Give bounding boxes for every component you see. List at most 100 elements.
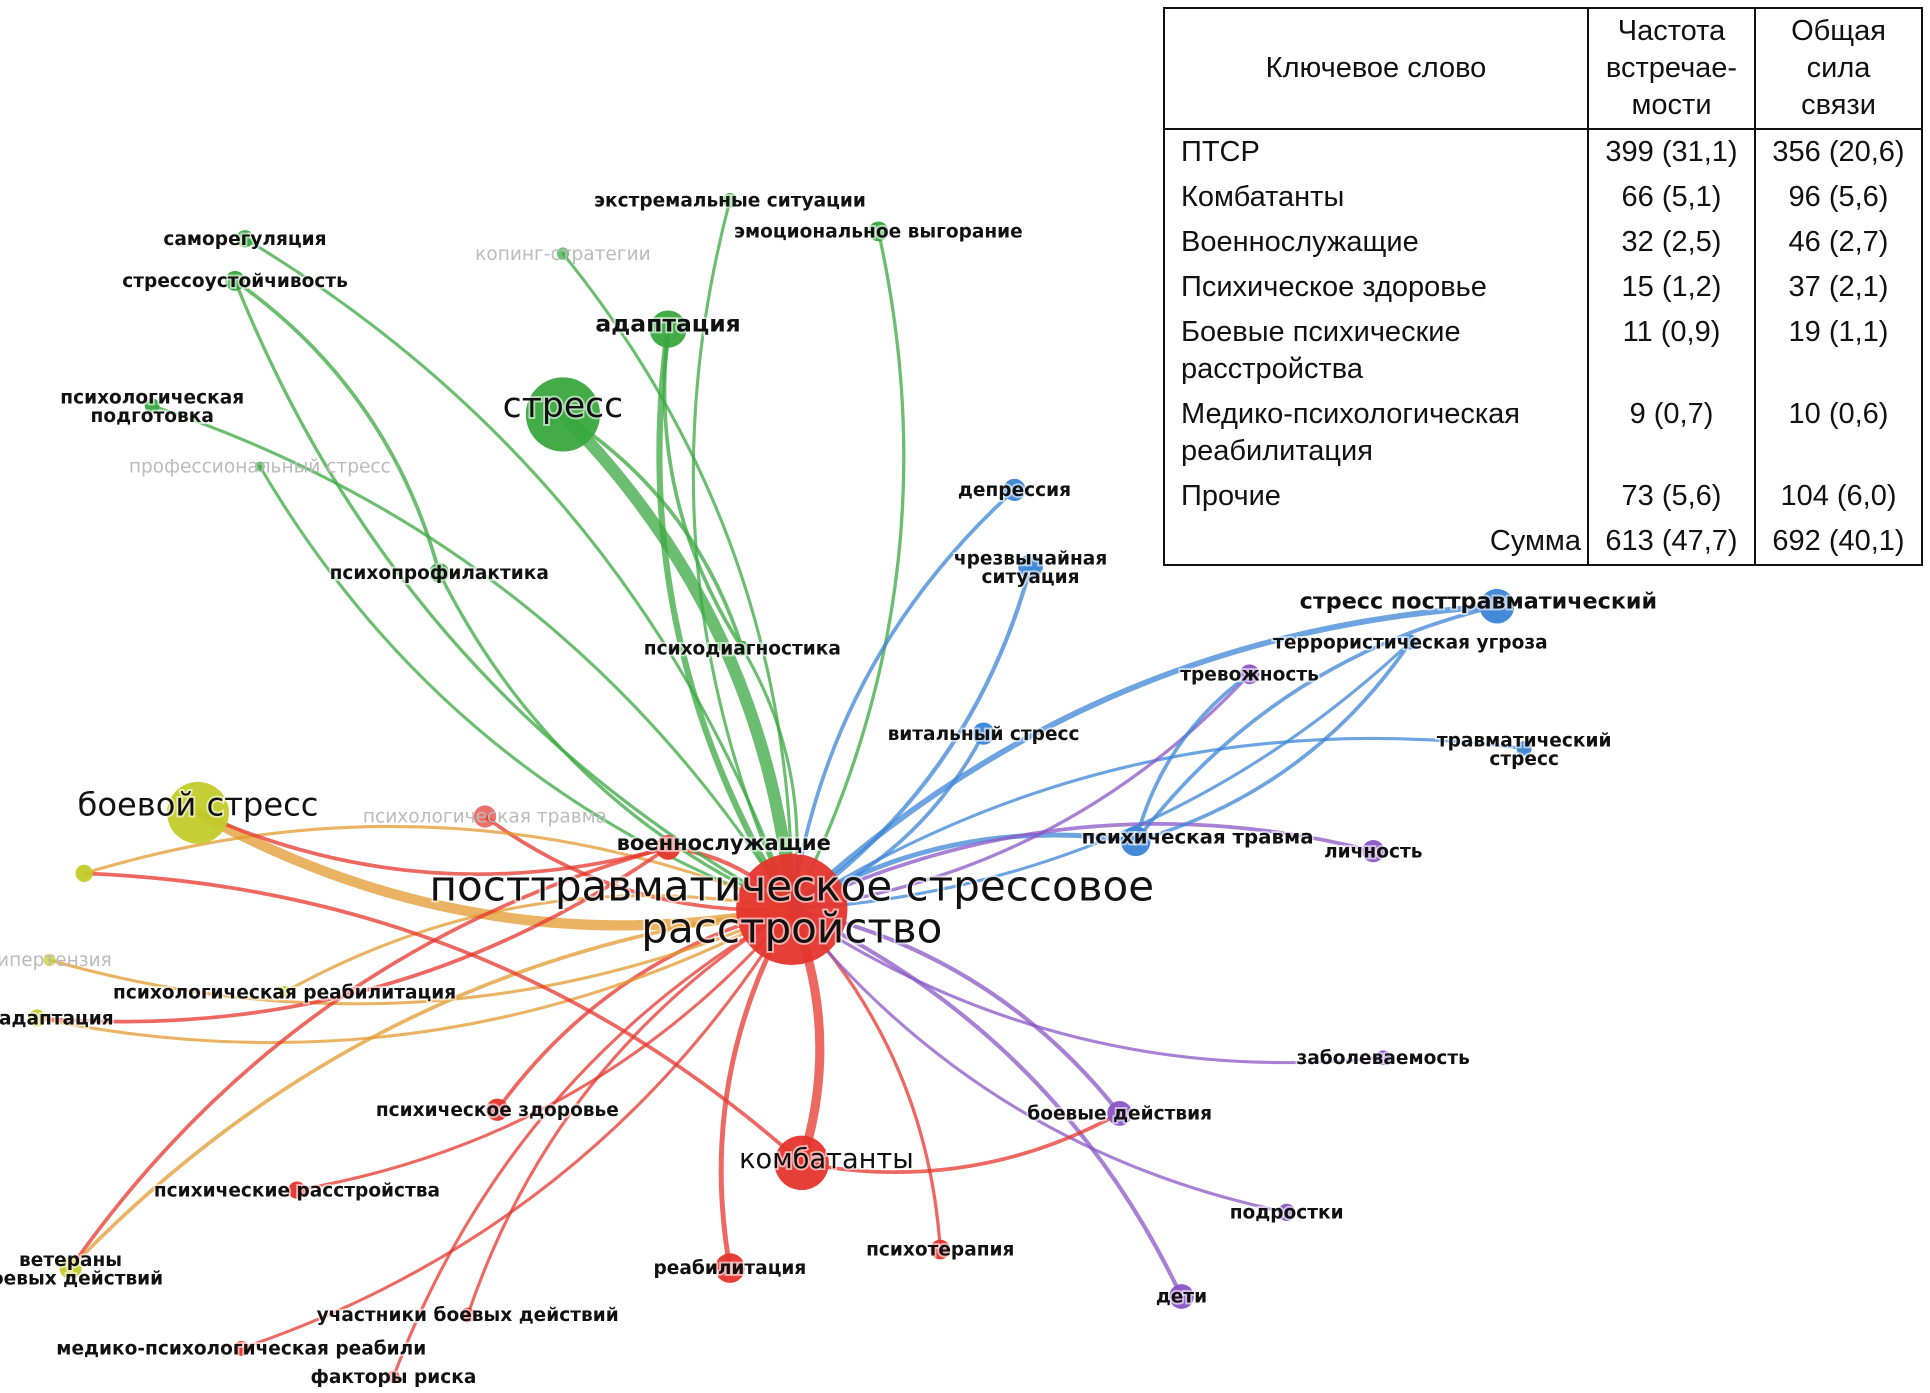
node-label: психологическая реабилитация (113, 982, 456, 1003)
node-label: ветераны (19, 1250, 122, 1271)
header-frequency: Частота встречае-мости (1587, 8, 1755, 130)
network-edge (790, 907, 1385, 1065)
network-node (1018, 554, 1043, 579)
header-text: Частота (1617, 15, 1726, 47)
network-edge (239, 907, 794, 1351)
node-label: подготовка (91, 406, 214, 427)
network-node (1169, 1284, 1194, 1309)
network-edge (789, 907, 1184, 1299)
header-text: встречае- (1605, 52, 1738, 84)
network-edge (68, 845, 670, 1270)
network-node (525, 377, 601, 452)
node-label: психическое здоровье (376, 1100, 619, 1121)
cell-keyword: Психическое здоровье (1181, 271, 1487, 303)
network-node (868, 221, 889, 242)
network-edge (35, 907, 794, 1045)
network-edge (196, 810, 670, 877)
cell-link-strength: 692 (40,1) (1754, 519, 1922, 565)
cell-link-strength: 96 (5,6) (1754, 175, 1922, 220)
node-label: гипертензия (0, 950, 112, 971)
node-label: террористическая угроза (1273, 632, 1548, 653)
node-label: эмоциональное выгорание (734, 222, 1023, 243)
node-label: стрессоустойчивость (122, 271, 348, 292)
network-edge (789, 564, 1033, 912)
network-node (972, 722, 995, 745)
node-label: психические расстройства (154, 1180, 440, 1201)
cell-frequency: 15 (1,2) (1587, 265, 1755, 310)
header-text: Общая (1791, 15, 1886, 47)
node-label: боевых действий (0, 1268, 163, 1289)
cell-link-strength: 37 (2,1) (1754, 265, 1922, 310)
cell-frequency: 73 (5,6) (1587, 474, 1755, 519)
network-edge (82, 871, 804, 1165)
network-edge (656, 325, 795, 913)
node-label: военнослужащие (617, 830, 831, 855)
node-label: подростки (1230, 1203, 1344, 1224)
network-edge (295, 907, 794, 1192)
node-label: заболеваемость (1296, 1048, 1469, 1069)
network-node (774, 1135, 829, 1191)
node-label: профессиональный стресс (129, 457, 391, 478)
network-node (429, 562, 450, 583)
network-node (254, 461, 265, 472)
node-label: комбатанты (739, 1144, 914, 1175)
network-edge (391, 907, 794, 1379)
header-text: связи (1801, 89, 1876, 121)
node-label: личность (1324, 841, 1422, 862)
network-node (43, 953, 56, 967)
network-edge (82, 824, 794, 911)
node-label: стресс (1489, 749, 1559, 770)
network-node (1479, 588, 1515, 624)
network-edge (556, 408, 798, 916)
network-edge (150, 404, 794, 911)
node-label: факторы риска (311, 1367, 477, 1388)
network-node (486, 1098, 509, 1121)
cell-keyword: Медико-психологическая реабилитация (1181, 398, 1521, 467)
table-row: Медико-психологическая реабилитация 9 (0,… (1164, 392, 1922, 474)
node-label: чрезвычайная (954, 548, 1107, 569)
node-label: боевой стресс (77, 785, 318, 823)
cell-link-strength: 356 (20,6) (1754, 129, 1922, 175)
network-edge (258, 464, 794, 911)
network-edge (789, 488, 1017, 912)
node-label: экстремальные ситуации (594, 191, 866, 212)
network-edge (233, 278, 442, 575)
table-row: Комбатанты 66 (5,1) 96 (5,6) (1164, 175, 1922, 220)
network-node (233, 1341, 249, 1356)
network-node (1375, 1050, 1391, 1066)
node-label: депрессия (958, 480, 1071, 501)
network-edge (437, 571, 794, 911)
node-label: психопрофилактика (330, 563, 549, 584)
table-row: Прочие 73 (5,6) 104 (6,0) (1164, 474, 1922, 519)
node-label: посттравматическое стрессовое (430, 861, 1155, 910)
network-node (655, 835, 681, 860)
network-node (225, 270, 245, 291)
table-row: Психическое здоровье 15 (1,2) 37 (2,1) (1164, 265, 1922, 310)
cell-link-strength: 104 (6,0) (1754, 474, 1922, 519)
network-node (28, 1009, 46, 1027)
network-node (59, 1256, 82, 1280)
node-label: стресс посттравматический (1300, 589, 1657, 615)
cell-keyword: Боевые психические расстройства (1181, 316, 1461, 385)
header-link-strength: Общая сила связи (1754, 8, 1922, 130)
network-edge (789, 821, 1376, 912)
node-label: витальный стресс (888, 724, 1080, 745)
header-keyword: Ключевое слово (1164, 8, 1588, 130)
network-node (556, 247, 570, 260)
network-node (144, 398, 160, 414)
cell-keyword: Прочие (1181, 480, 1281, 512)
cell-keyword: Сумма (1489, 525, 1581, 557)
network-edge (283, 894, 794, 994)
node-label: психодиагностика (644, 638, 841, 659)
node-label: психотерапия (866, 1240, 1014, 1261)
network-node (473, 805, 497, 828)
network-node (236, 230, 254, 248)
network-edge (1133, 604, 1499, 844)
table-header-row: Ключевое слово Частота встречае-мости Общ… (1164, 8, 1922, 130)
network-node (1362, 840, 1385, 863)
network-node (930, 1239, 951, 1260)
table-row: ПТСР 399 (31,1) 356 (20,6) (1164, 129, 1922, 175)
node-label: реабилитация (654, 1258, 807, 1279)
node-label: травматический (1437, 730, 1612, 751)
